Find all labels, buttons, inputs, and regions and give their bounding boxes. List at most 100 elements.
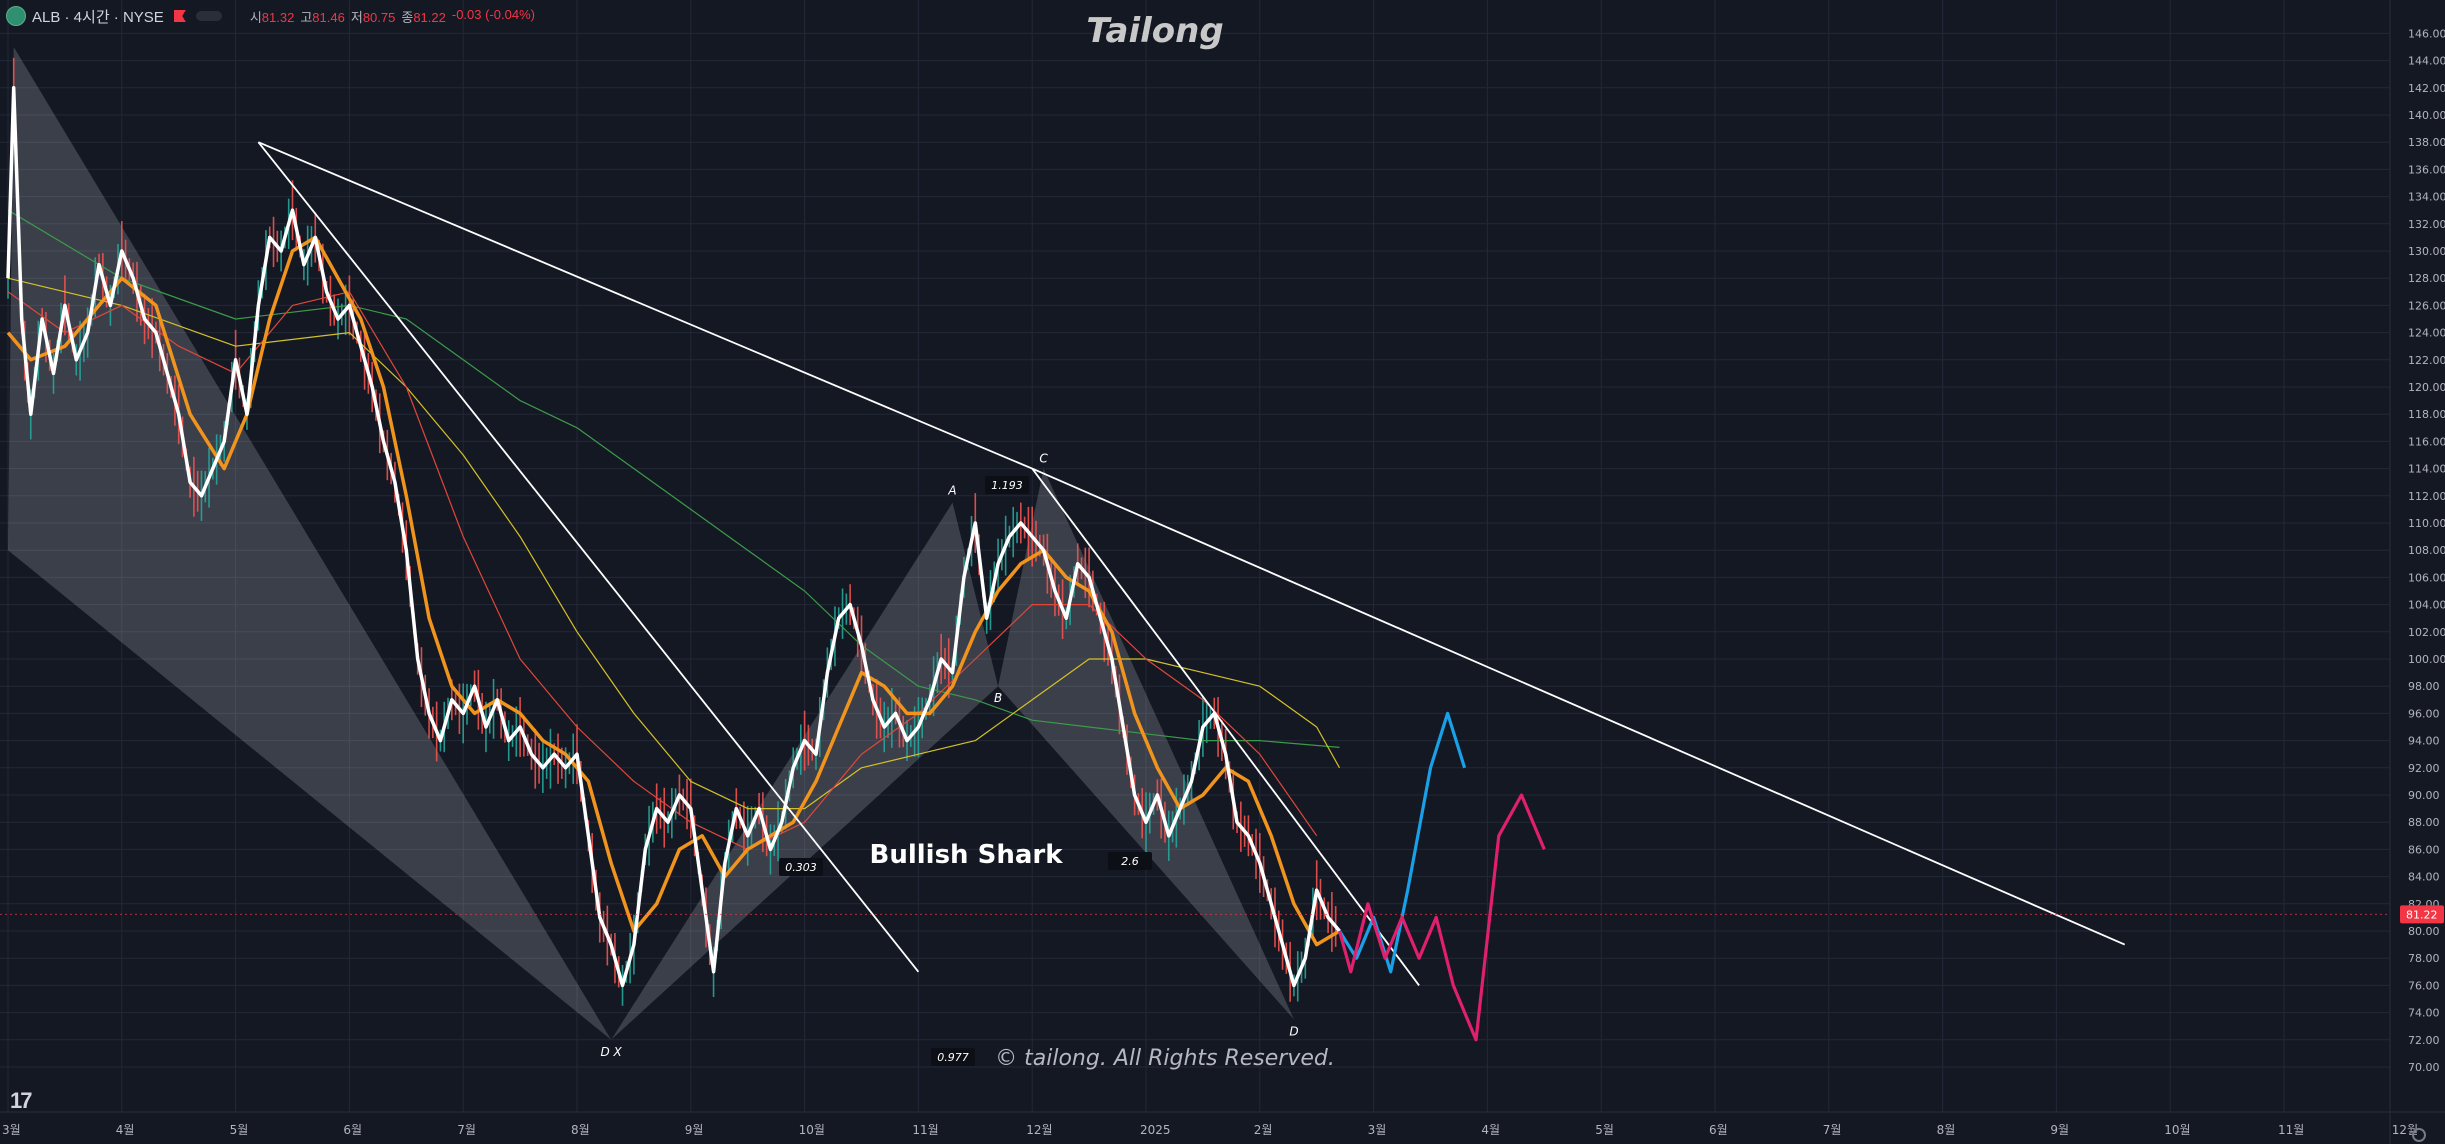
y-tick-label: 106.00 [2408, 571, 2445, 584]
y-tick-label: 72.00 [2408, 1034, 2440, 1047]
ratio-label-xb-box [779, 858, 823, 876]
x-tick-label: 5월 [230, 1123, 249, 1137]
y-tick-label: 94.00 [2408, 735, 2440, 748]
ratio-label-bc: 2.6 [1121, 855, 1139, 868]
y-tick-label: 98.00 [2408, 680, 2440, 693]
y-tick-label: 146.00 [2408, 27, 2445, 40]
y-tick-label: 124.00 [2408, 327, 2445, 340]
y-tick-label: 92.00 [2408, 762, 2440, 775]
gear-icon[interactable] [2412, 1128, 2426, 1142]
x-tick-label: 3월 [2, 1123, 21, 1137]
low-value: 80.75 [362, 9, 396, 25]
y-tick-label: 120.00 [2408, 381, 2445, 394]
pattern-title: Bullish Shark [870, 840, 1064, 870]
scenario-path-pink[interactable] [1337, 793, 1546, 1042]
close-value: 81.22 [413, 9, 446, 25]
flag-icon[interactable] [173, 10, 186, 22]
close-label: 종 [401, 9, 414, 25]
x-tick-label: 11월 [2278, 1123, 2304, 1137]
moving-average-yellow [7, 277, 1341, 810]
watermark-title: Tailong [1086, 11, 1223, 51]
y-tick-label: 140.00 [2408, 109, 2445, 122]
y-tick-label: 116.00 [2408, 435, 2445, 448]
y-tick-label: 126.00 [2408, 299, 2445, 312]
y-tick-label: 122.00 [2408, 354, 2445, 367]
y-tick-label: 110.00 [2408, 517, 2445, 530]
high-label: 고 [300, 9, 313, 25]
x-tick-label: 5월 [1595, 1123, 1614, 1137]
ema-orange-line [6, 235, 1341, 947]
y-tick-label: 104.00 [2408, 599, 2445, 612]
y-tick-label: 70.00 [2408, 1061, 2440, 1074]
high-value: 81.46 [312, 9, 345, 25]
y-tick-label: 134.00 [2408, 191, 2445, 204]
point-label-dx: D X [600, 1045, 622, 1059]
y-tick-label: 80.00 [2408, 925, 2440, 938]
x-tick-label: 10월 [799, 1123, 825, 1137]
x-tick-label: 7월 [457, 1123, 476, 1137]
x-tick-label: 7월 [1823, 1123, 1842, 1137]
point-label-c: C [1039, 452, 1048, 466]
x-tick-label: 12월 [2392, 1123, 2418, 1137]
trendline-1[interactable] [257, 141, 920, 973]
ratio-label-d-box [931, 1048, 975, 1066]
x-tick-label: 8월 [1937, 1123, 1956, 1137]
symbol-label[interactable]: ALB · 4시간 · NYSE [32, 8, 164, 26]
y-tick-label: 76.00 [2408, 979, 2440, 992]
x-tick-label: 2월 [1254, 1123, 1273, 1137]
y-tick-label: 138.00 [2408, 136, 2445, 149]
collapse-pill-icon[interactable] [195, 11, 222, 21]
moving-average-green [7, 209, 1340, 748]
open-value: 81.32 [261, 9, 295, 25]
y-tick-label: 84.00 [2408, 871, 2440, 884]
y-tick-label: 112.00 [2408, 490, 2445, 503]
price-tag [2400, 905, 2444, 924]
price-axis-panel [2390, 0, 2445, 1144]
x-tick-label: 4월 [116, 1123, 135, 1137]
scenario-path-blue[interactable] [1338, 711, 1467, 974]
ratio-label-ab: 1.193 [991, 479, 1023, 492]
copyright-text: © tailong. All Rights Reserved. [995, 1046, 1335, 1071]
symbol-header: ALB · 4시간 · NYSE 시81.32 고81.46 저80.75 종8… [0, 0, 535, 32]
y-tick-label: 74.00 [2408, 1007, 2440, 1020]
y-tick-label: 130.00 [2408, 245, 2445, 258]
point-label-d: D [1289, 1024, 1298, 1038]
ohlc-readout: 시81.32 고81.46 저80.75 종81.22 -0.03 (-0.04… [250, 7, 535, 26]
price-line [6, 86, 1341, 988]
open-label: 시 [249, 9, 262, 25]
harmonic-triangle-left [8, 47, 612, 1040]
y-tick-label: 96.00 [2408, 707, 2440, 720]
harmonic-triangle-xab [611, 502, 999, 1040]
y-tick-label: 102.00 [2408, 626, 2445, 639]
low-label: 저 [350, 9, 363, 25]
ratio-label-d: 0.977 [937, 1051, 969, 1064]
y-tick-label: 100.00 [2408, 653, 2445, 666]
x-tick-label: 9월 [685, 1123, 704, 1137]
x-tick-label: 9월 [2050, 1123, 2069, 1137]
ratio-label-xb: 0.303 [785, 861, 817, 874]
y-tick-label: 114.00 [2408, 463, 2445, 476]
x-tick-label: 12월 [1026, 1123, 1052, 1137]
trendline-3[interactable] [1031, 468, 1420, 986]
y-tick-label: 78.00 [2408, 952, 2440, 965]
y-tick-label: 128.00 [2408, 272, 2445, 285]
y-tick-label: 136.00 [2408, 163, 2445, 176]
y-tick-label: 144.00 [2408, 55, 2445, 68]
y-tick-label: 90.00 [2408, 789, 2440, 802]
tradingview-logo[interactable]: 17 [10, 1088, 33, 1113]
ratio-label-ab-box [985, 476, 1029, 494]
x-tick-label: 6월 [1709, 1123, 1728, 1137]
y-tick-label: 118.00 [2408, 408, 2445, 421]
point-label-b: B [994, 691, 1002, 705]
y-tick-label: 108.00 [2408, 544, 2445, 557]
y-tick-label: 132.00 [2408, 218, 2445, 231]
x-tick-label: 4월 [1481, 1123, 1500, 1137]
x-tick-label: 11월 [912, 1123, 938, 1137]
y-tick-label: 142.00 [2408, 82, 2445, 95]
ratio-label-bc-box [1108, 852, 1152, 870]
x-tick-label: 2025 [1140, 1123, 1171, 1137]
y-tick-label: 86.00 [2408, 843, 2440, 856]
symbol-logo-icon[interactable] [6, 6, 26, 26]
